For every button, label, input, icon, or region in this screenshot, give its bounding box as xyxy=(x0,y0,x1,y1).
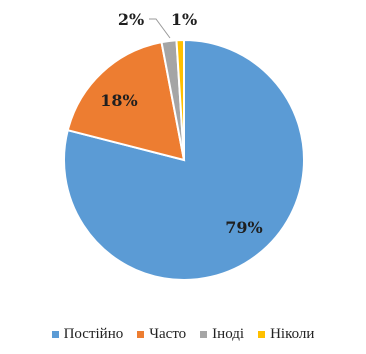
data-label: 2% xyxy=(118,10,144,29)
legend-swatch xyxy=(258,331,266,338)
legend-label: Часто xyxy=(149,326,187,342)
legend-item-postiino: Постійно xyxy=(51,326,124,343)
data-label: 18% xyxy=(100,91,137,110)
slice-nikoly xyxy=(175,38,185,161)
data-label: 1% xyxy=(171,10,197,29)
legend-item-chasto: Часто xyxy=(137,326,186,343)
data-label: 79% xyxy=(225,218,262,237)
slice-chasto xyxy=(66,40,186,162)
legend: Постійно Часто Іноді Ніколи xyxy=(0,326,366,343)
legend-swatch xyxy=(200,331,208,338)
legend-swatch xyxy=(137,331,145,338)
pie-labels: 79% 18% 2% 1% xyxy=(100,10,262,237)
legend-label: Ніколи xyxy=(270,326,315,342)
legend-item-nikoly: Ніколи xyxy=(258,326,314,343)
legend-swatch xyxy=(51,331,59,338)
legend-item-inodi: Іноді xyxy=(200,326,244,343)
leader-line xyxy=(149,18,171,39)
pie-slices xyxy=(63,38,305,281)
legend-label: Іноді xyxy=(212,326,245,342)
legend-label: Постійно xyxy=(63,326,124,342)
